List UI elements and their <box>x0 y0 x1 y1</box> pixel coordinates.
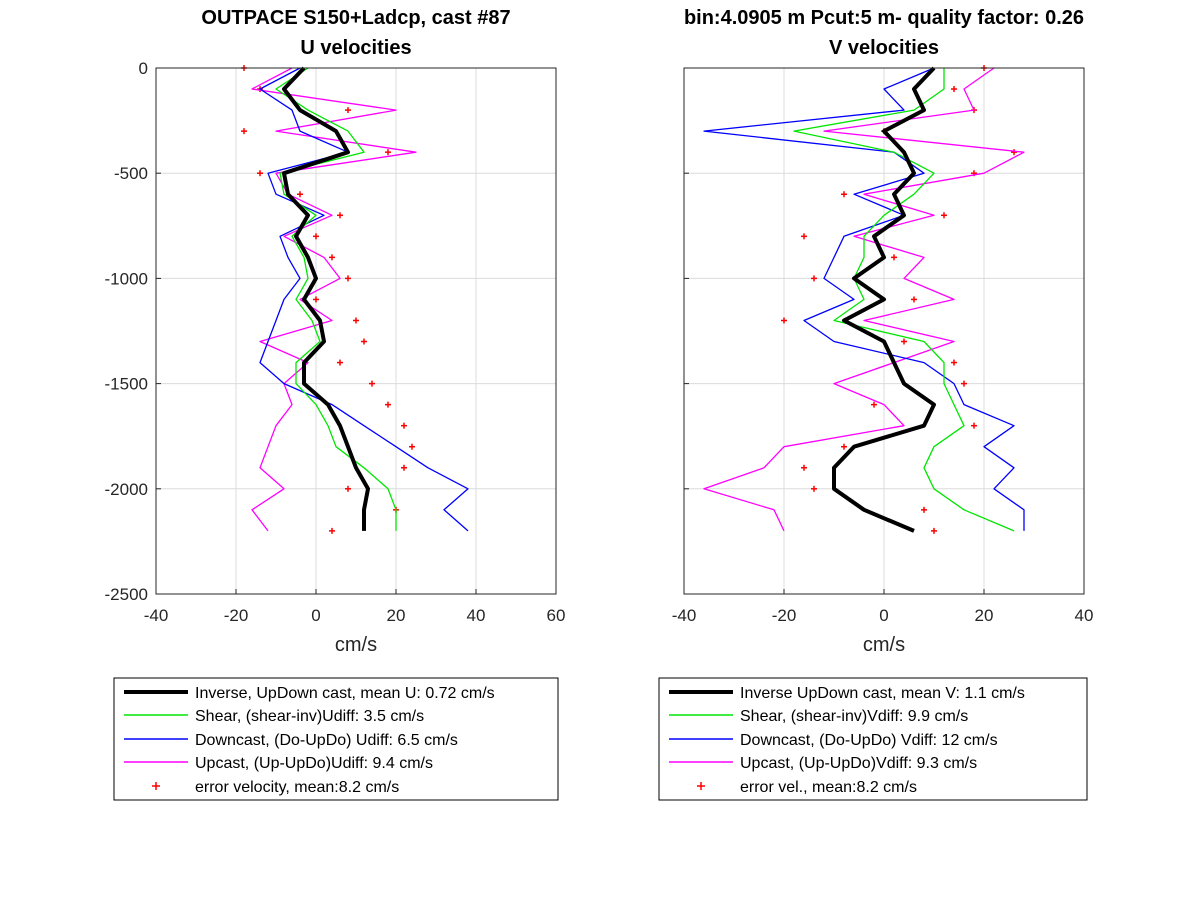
left-error-point-16 <box>385 401 391 408</box>
right-legend-entry-shear: Shear, (shear-inv)Vdiff: 9.9 cm/s <box>740 708 968 725</box>
right-error-point-4 <box>1011 149 1017 156</box>
left-axes-box <box>155 67 557 595</box>
left-x-tick-label-3: 20 <box>387 606 406 625</box>
right-x-tick-label-1: -20 <box>772 606 797 625</box>
right-x-ticks: -40 -20 0 20 40 <box>672 589 1094 625</box>
right-error-point-7 <box>941 212 947 219</box>
left-legend-entry-inverse: Inverse, UpDown cast, mean U: 0.72 cm/s <box>195 685 495 702</box>
left-error-point-14 <box>337 359 343 366</box>
left-error-point-15 <box>369 380 375 387</box>
left-error-point-12 <box>353 317 359 324</box>
left-y-tick-label-1: -500 <box>114 164 148 183</box>
right-x-axis-label: cm/s <box>863 634 905 656</box>
right-error-point-13 <box>901 338 907 345</box>
left-plot-area <box>241 65 469 534</box>
left-error-point-3 <box>241 128 247 135</box>
left-y-tick-label-2: -1000 <box>105 269 148 288</box>
left-x-tick-label-4: 40 <box>467 606 486 625</box>
right-error-point-22 <box>931 527 937 534</box>
right-error-point-1 <box>951 86 957 93</box>
left-x-tick-label-2: 0 <box>311 606 320 625</box>
right-error-point-17 <box>971 422 977 429</box>
left-error-point-10 <box>345 275 351 282</box>
left-error-point-18 <box>409 443 415 450</box>
left-error-point-11 <box>313 296 319 303</box>
left-series-shear <box>275 67 397 531</box>
right-error-point-15 <box>961 380 967 387</box>
left-series-downcast <box>259 67 469 532</box>
right-series-upcast <box>703 67 1025 532</box>
right-y-ticks <box>684 67 689 595</box>
left-x-tick-label-5: 60 <box>547 606 566 625</box>
right-series-downcast <box>703 67 1025 531</box>
left-error-point-9 <box>329 254 335 261</box>
right-error-point-16 <box>871 401 877 408</box>
right-error-point-20 <box>811 485 817 492</box>
right-error-point-6 <box>841 191 847 198</box>
right-legend-swatch-error <box>697 782 705 790</box>
left-legend-entry-upcast: Upcast, (Up-UpDo)Udiff: 9.4 cm/s <box>195 755 433 772</box>
left-error-point-5 <box>257 170 263 177</box>
left-x-tick-label-1: -20 <box>224 606 249 625</box>
right-legend-entry-error: error vel., mean:8.2 cm/s <box>740 779 917 796</box>
right-plot-area <box>703 65 1025 534</box>
left-y-ticks: 0 -500 -1000 -1500 -2000 -2500 <box>105 59 161 604</box>
right-error-point-10 <box>811 275 817 282</box>
right-legend-entry-inverse: Inverse UpDown cast, mean V: 1.1 cm/s <box>740 685 1025 702</box>
left-y-tick-label-0: 0 <box>139 59 148 78</box>
left-y-tick-label-3: -1500 <box>105 375 148 394</box>
right-legend-entry-upcast: Upcast, (Up-UpDo)Vdiff: 9.3 cm/s <box>740 755 977 772</box>
left-error-point-20 <box>345 485 351 492</box>
left-error-point-8 <box>313 233 319 240</box>
right-x-tick-label-4: 40 <box>1075 606 1094 625</box>
left-series-inverse <box>282 66 370 531</box>
left-y-tick-label-5: -2500 <box>105 585 148 604</box>
right-error-point-18 <box>841 443 847 450</box>
right-title-line1: bin:4.0905 m Pcut:5 m- quality factor: 0… <box>684 7 1084 29</box>
left-series-upcast <box>251 67 417 532</box>
left-error-point-7 <box>337 212 343 219</box>
left-error-point-17 <box>401 422 407 429</box>
right-x-tick-label-0: -40 <box>672 606 697 625</box>
left-x-tick-label-0: -40 <box>144 606 169 625</box>
right-error-point-11 <box>911 296 917 303</box>
left-error-point-4 <box>385 149 391 156</box>
right-error-point-9 <box>891 254 897 261</box>
right-error-point-8 <box>801 233 807 240</box>
right-series-inverse <box>832 66 936 533</box>
right-legend: Inverse UpDown cast, mean V: 1.1 cm/s Sh… <box>658 677 1088 801</box>
right-error-point-19 <box>801 464 807 471</box>
right-x-tick-label-2: 0 <box>879 606 888 625</box>
left-legend-swatch-error <box>152 782 160 790</box>
right-title-line2: V velocities <box>829 37 939 59</box>
left-error-point-19 <box>401 464 407 471</box>
left-title-line1: OUTPACE S150+Ladcp, cast #87 <box>201 7 510 29</box>
right-error-point-12 <box>781 317 787 324</box>
left-error-point-6 <box>297 191 303 198</box>
left-y-tick-label-4: -2000 <box>105 480 148 499</box>
right-panel: bin:4.0905 m Pcut:5 m- quality factor: 0… <box>658 7 1094 801</box>
left-x-axis-label: cm/s <box>335 634 377 656</box>
left-legend-entry-shear: Shear, (shear-inv)Udiff: 3.5 cm/s <box>195 708 424 725</box>
left-x-ticks: -40 -20 0 20 40 60 <box>144 589 566 625</box>
left-title-line2: U velocities <box>300 37 411 59</box>
left-panel: OUTPACE S150+Ladcp, cast #87 U velocitie… <box>105 7 566 801</box>
right-error-point-21 <box>921 506 927 513</box>
right-error-point-14 <box>951 359 957 366</box>
left-error-point-13 <box>361 338 367 345</box>
right-legend-entry-downcast: Downcast, (Do-UpDo) Vdiff: 12 cm/s <box>740 732 998 749</box>
left-error-point-22 <box>329 527 335 534</box>
left-legend-entry-error: error velocity, mean:8.2 cm/s <box>195 779 399 796</box>
right-series-shear <box>793 68 1015 532</box>
left-legend-entry-downcast: Downcast, (Do-UpDo) Udiff: 6.5 cm/s <box>195 732 458 749</box>
right-x-tick-label-3: 20 <box>975 606 994 625</box>
left-legend: Inverse, UpDown cast, mean U: 0.72 cm/s … <box>113 677 559 801</box>
left-error-point-2 <box>345 107 351 114</box>
